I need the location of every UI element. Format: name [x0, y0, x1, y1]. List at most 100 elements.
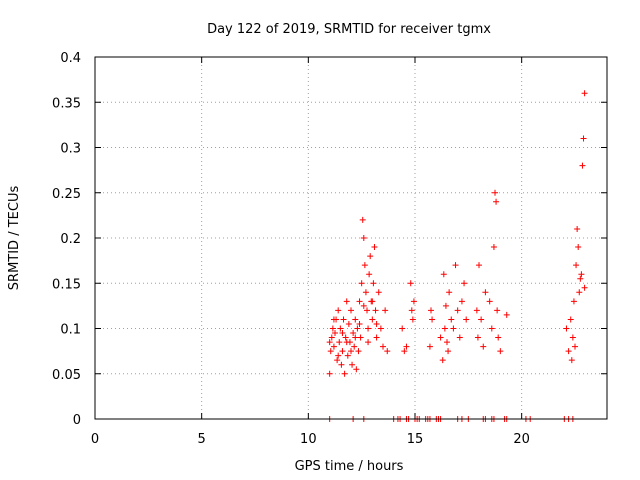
data-point — [342, 334, 349, 341]
x-tick-label: 0 — [91, 432, 99, 447]
data-point — [375, 289, 382, 296]
data-point — [345, 320, 352, 327]
data-point — [343, 339, 350, 346]
data-point — [458, 298, 465, 305]
data-point — [452, 262, 459, 269]
data-point — [362, 289, 369, 296]
data-point — [341, 370, 348, 377]
x-tick-label: 15 — [407, 432, 424, 447]
data-point — [353, 366, 360, 373]
data-point — [343, 298, 350, 305]
data-point — [372, 307, 379, 314]
data-point — [361, 262, 368, 269]
data-point — [492, 189, 498, 196]
data-point — [344, 352, 351, 359]
data-point — [581, 284, 588, 291]
data-point — [578, 271, 585, 278]
data-point — [373, 334, 380, 341]
data-point — [446, 289, 453, 296]
data-point — [441, 325, 448, 332]
data-point — [340, 316, 347, 323]
data-point — [426, 343, 433, 350]
data-point — [572, 343, 578, 350]
data-point — [565, 348, 572, 355]
data-point — [357, 334, 364, 341]
data-point — [364, 307, 370, 314]
x-tick-label: 20 — [513, 432, 530, 447]
data-point — [377, 325, 384, 332]
data-point — [330, 343, 337, 350]
data-point — [369, 298, 376, 305]
y-tick-label: 0.2 — [60, 232, 81, 247]
y-tick-label: 0.25 — [52, 187, 81, 202]
data-point — [399, 325, 406, 332]
data-point — [454, 307, 461, 314]
data-point — [577, 275, 584, 282]
y-axis-label: SRMTID / TECUs — [7, 186, 22, 291]
data-point — [356, 298, 363, 305]
data-point — [497, 348, 504, 355]
data-point — [358, 280, 365, 287]
data-point — [370, 280, 377, 287]
data-point — [328, 334, 335, 341]
data-point — [579, 162, 586, 169]
y-tick-label: 0 — [73, 413, 81, 428]
data-point — [448, 316, 455, 323]
data-point — [365, 325, 372, 332]
data-point — [473, 307, 480, 314]
y-tick-label: 0.15 — [52, 277, 81, 292]
data-point — [570, 298, 577, 305]
data-point — [367, 253, 374, 260]
data-point — [351, 343, 358, 350]
data-point — [360, 302, 367, 309]
data-point — [348, 307, 354, 314]
data-point — [408, 307, 415, 314]
data-point — [336, 339, 343, 346]
chart-title: Day 122 of 2019, SRMTID for receiver tgm… — [207, 22, 491, 37]
data-point — [476, 262, 482, 269]
data-point — [493, 198, 500, 205]
data-point — [444, 339, 450, 346]
data-point — [401, 348, 408, 355]
data-point — [338, 361, 345, 368]
data-point — [456, 334, 463, 341]
data-point — [563, 325, 570, 332]
x-tick-label: 10 — [300, 432, 317, 447]
y-tick-label: 0.35 — [52, 96, 81, 111]
data-point — [439, 357, 446, 364]
data-point — [486, 298, 493, 305]
data-point — [409, 316, 416, 323]
data-point — [327, 348, 334, 355]
data-point — [403, 343, 410, 350]
data-point — [478, 316, 485, 323]
data-point — [355, 348, 362, 355]
data-point — [366, 271, 373, 278]
data-point — [330, 316, 337, 323]
data-point — [568, 357, 575, 364]
data-point — [384, 348, 391, 355]
data-point — [573, 262, 580, 269]
data-point — [490, 244, 497, 251]
data-point — [474, 334, 481, 341]
data-point — [437, 334, 444, 341]
y-tick-label: 0.1 — [60, 323, 81, 338]
data-point — [429, 316, 436, 323]
data-point — [574, 225, 581, 232]
data-point — [334, 357, 341, 364]
data-points — [326, 90, 588, 422]
data-point — [326, 370, 333, 377]
data-point — [332, 330, 338, 337]
y-tick-label: 0.4 — [60, 51, 81, 66]
data-point — [350, 330, 357, 337]
data-point — [480, 343, 487, 350]
data-point — [339, 348, 346, 355]
data-point — [450, 325, 457, 332]
data-point — [335, 352, 342, 359]
data-point — [463, 316, 470, 323]
data-point — [349, 361, 356, 368]
data-point — [359, 216, 366, 223]
grid — [95, 57, 607, 419]
data-point — [326, 339, 333, 346]
data-point — [352, 334, 359, 341]
